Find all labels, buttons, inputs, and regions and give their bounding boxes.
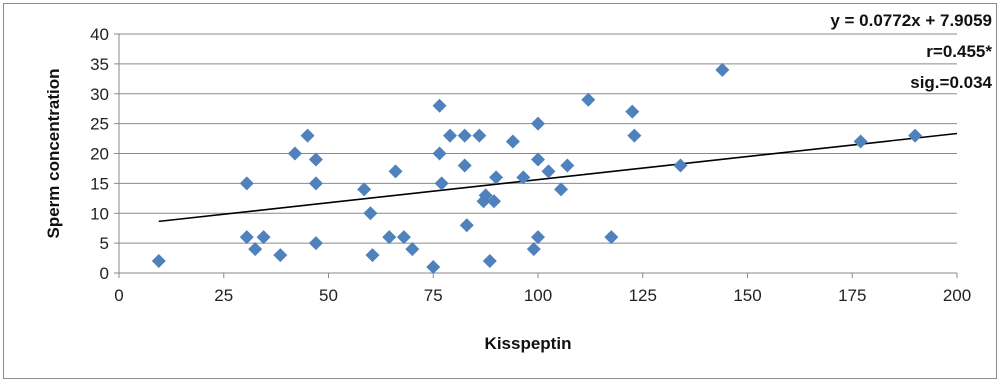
x-tick-label: 200: [943, 286, 971, 305]
data-point: [405, 242, 420, 257]
correlation-r: r=0.455*: [926, 42, 992, 61]
data-point: [308, 176, 323, 191]
data-point: [432, 146, 447, 161]
data-point: [256, 230, 271, 245]
x-tick-label: 25: [214, 286, 233, 305]
data-point: [300, 128, 315, 143]
trendline-equation: y = 0.0772x + 7.9059: [830, 11, 992, 30]
data-point: [273, 248, 288, 263]
data-point: [715, 62, 730, 77]
x-tick-label: 175: [838, 286, 866, 305]
data-point: [531, 230, 545, 245]
trendline: [158, 132, 958, 223]
data-point: [363, 206, 378, 221]
x-tick-label: 150: [733, 286, 761, 305]
data-point: [541, 164, 556, 179]
x-tick-labels: 0 25 50 75 100 125 150 175 200: [114, 286, 971, 305]
data-point: [482, 254, 497, 269]
data-point: [472, 128, 487, 143]
data-point: [287, 146, 302, 161]
x-tick-label: 100: [524, 286, 552, 305]
data-point: [560, 158, 575, 173]
data-point: [554, 182, 569, 197]
data-point: [505, 134, 520, 149]
data-point: [457, 128, 472, 143]
data-point: [239, 176, 254, 191]
data-point: [396, 230, 411, 245]
axes: [114, 33, 958, 278]
data-point: [357, 182, 372, 197]
data-point: [382, 230, 397, 245]
data-point: [308, 236, 323, 251]
y-tick-label: 25: [90, 115, 109, 134]
data-point: [432, 98, 447, 113]
x-axis-title: Kisspeptin: [485, 334, 572, 353]
data-point: [248, 242, 263, 257]
y-tick-label: 20: [90, 145, 109, 164]
x-tick-label: 0: [114, 286, 123, 305]
data-point: [516, 170, 531, 185]
y-tick-label: 5: [100, 234, 109, 253]
data-point: [434, 176, 449, 191]
data-point: [604, 230, 619, 245]
y-tick-label: 30: [90, 85, 109, 104]
data-point: [531, 152, 545, 167]
data-point: [673, 158, 688, 173]
data-point: [581, 92, 596, 107]
data-point: [625, 104, 640, 119]
y-tick-labels: 0 5 10 15 20 25 30 35 40: [90, 25, 109, 283]
data-point: [308, 152, 323, 167]
x-tick-label: 125: [629, 286, 657, 305]
y-tick-label: 35: [90, 55, 109, 74]
data-point: [459, 218, 474, 233]
y-tick-label: 40: [90, 25, 109, 44]
y-tick-label: 15: [90, 174, 109, 193]
data-point: [478, 188, 493, 203]
data-point: [388, 164, 403, 179]
x-tick-label: 75: [424, 286, 443, 305]
data-point: [627, 128, 642, 143]
y-tick-label: 10: [90, 204, 109, 223]
data-point: [526, 242, 541, 257]
data-point: [239, 230, 254, 245]
data-points: [151, 62, 923, 275]
data-point: [908, 128, 923, 143]
data-point: [365, 248, 380, 263]
data-point: [151, 254, 166, 269]
y-tick-label: 0: [100, 264, 109, 283]
trendline-layer: [158, 132, 958, 223]
x-tick-label: 50: [319, 286, 338, 305]
data-point: [457, 158, 472, 173]
y-axis-title: Sperm concentration: [44, 68, 63, 238]
data-point: [443, 128, 458, 143]
chart-frame: 0 5 10 15 20 25 30 35 40 0 25 50 75 100 125 150 175 200 …: [3, 3, 997, 379]
significance: sig.=0.034: [910, 73, 992, 92]
data-point: [531, 116, 545, 131]
data-point: [487, 194, 502, 209]
data-point: [489, 170, 504, 185]
data-point: [853, 134, 868, 149]
data-point: [426, 260, 441, 275]
